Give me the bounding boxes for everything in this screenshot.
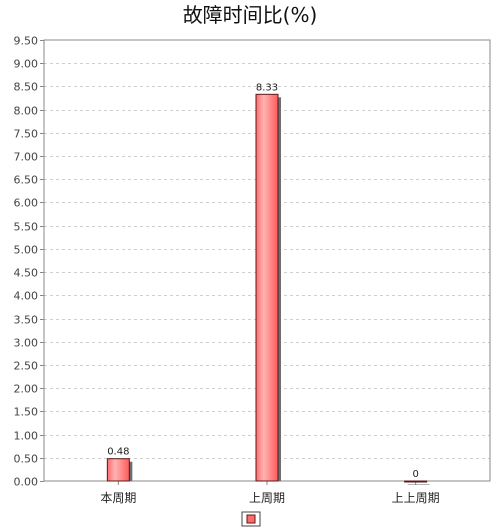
data-label: 0 (412, 469, 418, 480)
bar (106, 458, 130, 482)
legend (241, 511, 261, 527)
y-tick-label: 3.00 (14, 337, 39, 350)
y-tick-label: 5.50 (14, 221, 39, 234)
y-tick-label: 6.00 (14, 197, 39, 210)
bar (255, 93, 279, 482)
y-tick-label: 4.50 (14, 267, 39, 280)
bars (106, 93, 430, 485)
x-tick-label: 本周期 (100, 491, 136, 505)
labels: 0.00 0.50 1.00 1.50 2.00 2.50 3.00 3.50 4.00 4.50… (14, 35, 440, 506)
bar-shadow (407, 484, 430, 485)
bar (404, 480, 428, 483)
y-tick-label: 1.00 (14, 430, 39, 443)
y-tick-label: 2.50 (14, 360, 39, 373)
y-tick-label: 0.00 (14, 476, 39, 489)
y-tick-label: 5.00 (14, 244, 39, 257)
legend-swatch (246, 514, 256, 524)
data-label: 8.33 (256, 82, 278, 93)
y-tick-label: 8.00 (14, 105, 39, 118)
y-tick-label: 0.50 (14, 453, 39, 466)
y-tick-label: 1.50 (14, 406, 39, 419)
chart-title: 故障时间比(%) (183, 3, 318, 27)
y-tick-label: 4.00 (14, 290, 39, 303)
x-tick-label: 上上周期 (392, 491, 440, 505)
data-label: 0.48 (107, 447, 129, 458)
y-tick-label: 6.50 (14, 174, 39, 187)
x-tick-label: 上周期 (249, 491, 285, 505)
y-tick-label: 8.50 (14, 81, 39, 94)
y-tick-label: 9.50 (14, 35, 39, 48)
y-tick-label: 7.50 (14, 128, 39, 141)
y-tick-label: 7.00 (14, 151, 39, 164)
y-tick-label: 2.00 (14, 383, 39, 396)
y-tick-label: 9.00 (14, 58, 39, 71)
y-tick-label: 3.50 (14, 314, 39, 327)
